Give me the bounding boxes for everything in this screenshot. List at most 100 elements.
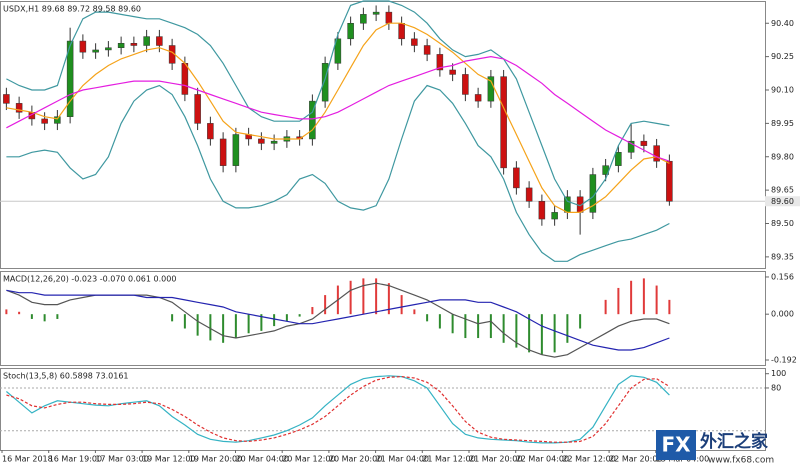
x-tick-label: 16 Mar 19:00 bbox=[49, 455, 102, 464]
histogram-bar bbox=[234, 314, 237, 339]
histogram-bar bbox=[579, 314, 582, 329]
y-tick-label: 90.40 bbox=[771, 19, 794, 28]
candle-body bbox=[130, 43, 138, 46]
y-tick-label: 0.000 bbox=[771, 310, 794, 319]
brand: 外汇之家 bbox=[700, 431, 768, 452]
histogram-bar bbox=[553, 314, 556, 353]
candle-body bbox=[372, 11, 380, 15]
candle-body bbox=[538, 201, 546, 220]
histogram-bar bbox=[502, 314, 505, 343]
candle-body bbox=[41, 118, 48, 124]
panel-title: Stoch(13,5,8) 60.5898 73.0161 bbox=[3, 372, 129, 381]
candle-body bbox=[181, 63, 189, 95]
y-tick-label: 100 bbox=[771, 369, 786, 378]
candle-body bbox=[347, 23, 354, 40]
x-tick-label: 21 Mar 04:00 bbox=[376, 455, 429, 464]
panel-title: MACD(12,26,20) -0.023 -0.070 0.061 0.000 bbox=[3, 275, 176, 284]
indicator-line bbox=[6, 289, 670, 351]
candle-body bbox=[525, 187, 533, 202]
histogram-bar bbox=[528, 314, 531, 353]
histogram-bar bbox=[642, 278, 645, 315]
histogram-bar bbox=[298, 314, 301, 317]
histogram-bar bbox=[515, 314, 518, 348]
panel-title: USDX,H1 89.68 89.72 89.58 89.60 bbox=[3, 5, 141, 14]
candle-body bbox=[15, 103, 23, 113]
candle-body bbox=[436, 54, 444, 71]
candle-body bbox=[411, 38, 418, 46]
y-tick-label: 89.50 bbox=[771, 219, 794, 228]
candle-body bbox=[640, 140, 648, 146]
histogram-bar bbox=[5, 309, 8, 315]
histogram-bar bbox=[30, 314, 33, 319]
histogram-bar bbox=[311, 307, 314, 315]
candle-body bbox=[79, 40, 87, 53]
candle-body bbox=[270, 140, 278, 144]
histogram-bar bbox=[375, 278, 378, 315]
candle-body bbox=[627, 140, 635, 153]
candle-body bbox=[117, 43, 125, 48]
histogram-bar bbox=[426, 314, 429, 322]
y-tick-label: 90.10 bbox=[771, 86, 794, 95]
histogram-bar bbox=[489, 314, 492, 339]
y-tick-label: 80 bbox=[771, 383, 781, 392]
candle-body bbox=[92, 49, 99, 53]
x-tick-label: 19 Mar 12:00 bbox=[142, 455, 195, 464]
candle-body bbox=[143, 36, 150, 46]
histogram-bar bbox=[540, 314, 543, 355]
candle-body bbox=[423, 45, 431, 55]
candle-body bbox=[500, 76, 507, 169]
y-tick-label: 89.80 bbox=[771, 152, 794, 161]
x-tick-label: 17 Mar 03:00 bbox=[95, 455, 148, 464]
x-tick-label: 19 Mar 20:00 bbox=[189, 455, 242, 464]
histogram-bar bbox=[477, 314, 480, 339]
histogram-bar bbox=[451, 314, 454, 334]
y-tick-label: 89.35 bbox=[771, 252, 794, 261]
indicator-line bbox=[6, 375, 670, 443]
candle-body bbox=[321, 63, 329, 102]
histogram-bar bbox=[617, 287, 620, 315]
histogram-bar bbox=[655, 285, 658, 315]
histogram-bar bbox=[464, 314, 467, 339]
candle-body bbox=[219, 138, 227, 166]
x-tick-label: 20 Mar 12:00 bbox=[282, 455, 335, 464]
histogram-bar bbox=[438, 314, 441, 329]
candle-body bbox=[207, 123, 214, 140]
histogram-bar bbox=[18, 311, 21, 315]
candle-body bbox=[156, 36, 163, 46]
candle-body bbox=[653, 145, 660, 162]
x-tick-label: 22 Mar 20:00 bbox=[609, 455, 662, 464]
url: www.fx68.com bbox=[708, 456, 774, 466]
x-tick-label: 22 Mar 12:00 bbox=[562, 455, 615, 464]
histogram-bar bbox=[362, 278, 365, 315]
candle-body bbox=[666, 160, 673, 202]
y-tick-label: -0.192 bbox=[771, 355, 797, 364]
histogram-bar bbox=[56, 314, 59, 319]
x-tick-label: 20 Mar 20:00 bbox=[329, 455, 382, 464]
histogram-bar bbox=[349, 280, 352, 315]
candle-body bbox=[66, 40, 74, 117]
histogram-bar bbox=[222, 314, 225, 343]
y-tick-label: 0.156 bbox=[771, 272, 794, 281]
candle-body bbox=[564, 196, 571, 213]
indicator-line bbox=[6, 84, 670, 262]
y-tick-label: 89.95 bbox=[771, 119, 794, 128]
last-price-label: 89.60 bbox=[771, 197, 794, 206]
candle-body bbox=[487, 76, 495, 102]
y-tick-label: 89.65 bbox=[771, 186, 794, 195]
candle-body bbox=[334, 38, 342, 64]
histogram-bar bbox=[196, 314, 199, 336]
histogram-bar bbox=[247, 314, 250, 334]
histogram-bar bbox=[285, 314, 288, 322]
candle-body bbox=[398, 23, 405, 40]
indicator-line bbox=[6, 375, 670, 444]
candle-body bbox=[513, 167, 520, 189]
last-price-box bbox=[765, 196, 800, 207]
indicator-line bbox=[6, 22, 670, 213]
candle-body bbox=[3, 94, 10, 104]
candle-body bbox=[258, 138, 265, 144]
x-tick-label: 21 Mar 12:00 bbox=[422, 455, 475, 464]
histogram-bar bbox=[324, 295, 327, 315]
